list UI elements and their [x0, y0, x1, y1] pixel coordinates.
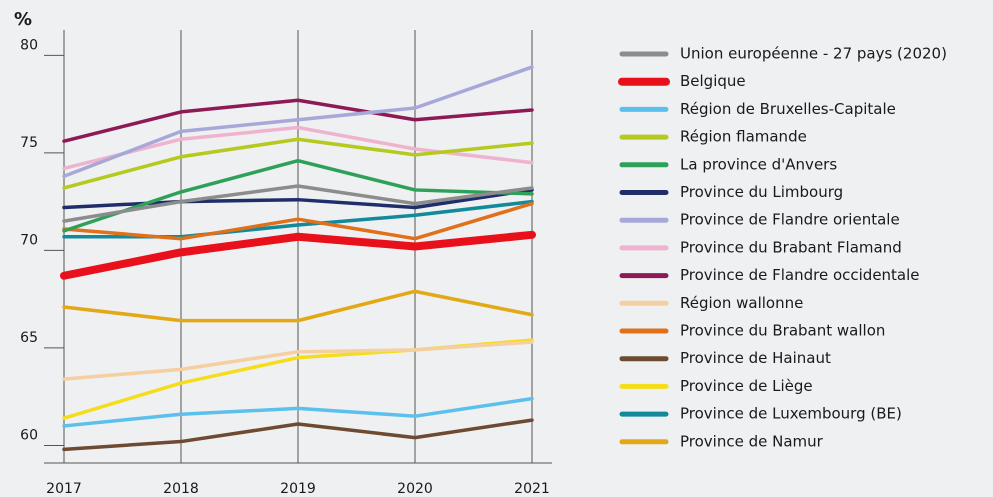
legend-label: Province de Flandre orientale	[680, 211, 900, 229]
x-tick-label: 2020	[397, 481, 433, 497]
y-tick-label: 60	[20, 427, 38, 443]
series-line	[62, 340, 534, 381]
legend-label: Région wallonne	[680, 294, 803, 312]
y-tick-label: 65	[20, 330, 38, 346]
x-tick-label: 2017	[46, 481, 82, 497]
legend: Union européenne - 27 pays (2020) Belgiqu…	[618, 45, 947, 450]
series-line	[62, 125, 534, 171]
legend-label: Région de Bruxelles-Capitale	[680, 100, 896, 118]
y-tick-label: 70	[20, 232, 38, 248]
legend-label: Union européenne - 27 pays (2020)	[680, 45, 947, 63]
legend-label: Province de Hainaut	[680, 349, 831, 367]
y-tick-label: 75	[20, 135, 38, 151]
x-tick-label: 2021	[514, 481, 550, 497]
y-tick-label: 80	[20, 37, 38, 53]
x-tick-label: 2019	[280, 481, 316, 497]
series-line	[62, 184, 534, 223]
legend-label: Province de Namur	[680, 432, 824, 450]
legend-label: Province de Liège	[680, 377, 813, 395]
series-line	[62, 289, 534, 323]
legend-label: Province du Brabant Flamand	[680, 238, 902, 256]
legend-label: Province de Flandre occidentale	[680, 266, 920, 284]
legend-label: Province du Limbourg	[680, 183, 843, 201]
x-tick-label: 2018	[163, 481, 199, 497]
series-line	[62, 65, 534, 179]
legend-label: Province du Brabant wallon	[680, 322, 885, 340]
series-line	[62, 137, 534, 190]
series-line	[62, 98, 534, 143]
legend-label: Belgique	[680, 72, 746, 90]
series-line	[62, 396, 534, 428]
legend-label: Région flamande	[680, 128, 807, 146]
series-line	[60, 230, 536, 280]
series-line	[62, 158, 534, 233]
series-line	[62, 418, 534, 452]
legend-label: Province de Luxembourg (BE)	[680, 405, 902, 423]
legend-label: La province d'Anvers	[680, 155, 837, 173]
series-line	[62, 201, 534, 241]
y-axis-label: %	[14, 9, 32, 30]
